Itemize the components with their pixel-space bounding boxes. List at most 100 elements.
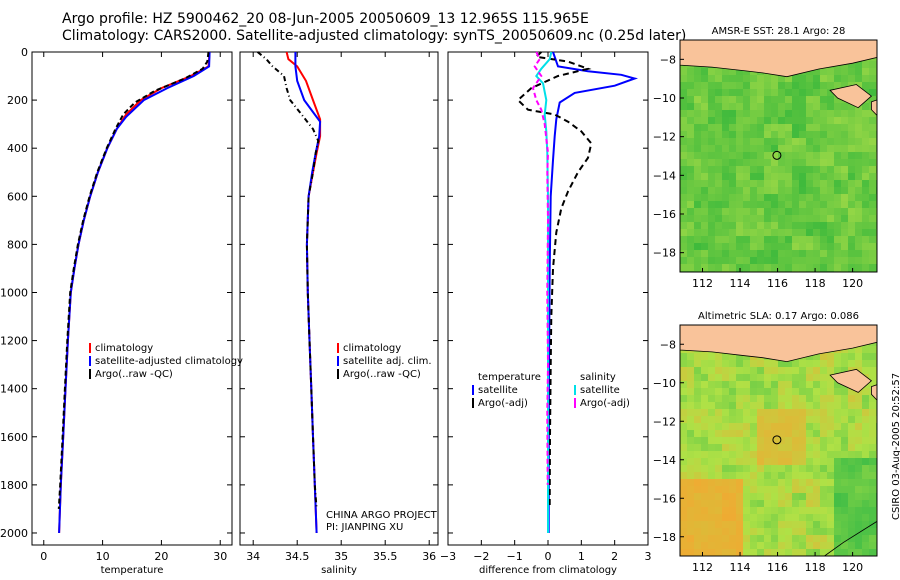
heat-cell [729, 430, 737, 438]
heat-cell [841, 542, 849, 550]
heat-cell [778, 159, 786, 167]
heat-cell [855, 159, 863, 167]
heat-cell [813, 507, 821, 515]
heat-cell [715, 194, 723, 202]
heat-cell [855, 521, 863, 529]
heat-cell [806, 117, 814, 125]
heat-cell [722, 486, 730, 494]
heat-cell [729, 542, 737, 550]
heat-cell [701, 110, 709, 118]
heat-cell [708, 416, 716, 424]
heat-cell [862, 423, 870, 431]
heat-cell [778, 409, 786, 417]
heat-cell [869, 395, 877, 403]
heat-cell [743, 257, 751, 265]
heat-cell [827, 229, 835, 237]
heat-cell [701, 201, 709, 209]
heat-cell [771, 493, 779, 501]
heat-cell [834, 493, 842, 501]
heat-cell [827, 250, 835, 258]
heat-cell [841, 409, 849, 417]
heat-cell [827, 549, 835, 557]
heat-cell [848, 117, 856, 125]
heat-cell [841, 194, 849, 202]
heat-cell [841, 514, 849, 522]
heat-cell [862, 131, 870, 139]
heat-cell [848, 346, 856, 354]
heat-cell [841, 507, 849, 515]
heat-cell [771, 381, 779, 389]
heat-cell [680, 166, 688, 174]
heat-cell [729, 194, 737, 202]
heat-cell [771, 486, 779, 494]
heat-cell [764, 257, 772, 265]
heat-cell [785, 243, 793, 251]
heat-cell [799, 549, 807, 557]
heat-cell [855, 416, 863, 424]
heat-cell [722, 145, 730, 153]
heat-cell [827, 409, 835, 417]
heat-cell [834, 444, 842, 452]
heat-cell [708, 110, 716, 118]
heat-cell [827, 187, 835, 195]
y-tick-label: 1400 [0, 383, 28, 396]
heat-cell [848, 549, 856, 557]
heat-cell [771, 465, 779, 473]
heat-cell [855, 535, 863, 543]
heat-cell [848, 409, 856, 417]
heat-cell [813, 145, 821, 153]
heat-cell [827, 138, 835, 146]
heat-cell [820, 528, 828, 536]
heat-cell [757, 465, 765, 473]
heat-cell [701, 131, 709, 139]
heat-cell [771, 395, 779, 403]
heat-cell [827, 194, 835, 202]
heat-cell [862, 542, 870, 550]
heat-cell [715, 103, 723, 111]
heat-cell [694, 229, 702, 237]
heat-cell [834, 117, 842, 125]
heat-cell [694, 500, 702, 508]
heat-cell [848, 423, 856, 431]
heat-cell [820, 166, 828, 174]
heat-cell [743, 402, 751, 410]
heat-cell [708, 409, 716, 417]
heat-cell [834, 243, 842, 251]
heat-cell [799, 388, 807, 396]
heat-cell [771, 96, 779, 104]
heat-cell [855, 549, 863, 557]
legend-label: Argo(-adj) [580, 398, 630, 409]
heat-cell [806, 409, 814, 417]
heat-cell [848, 236, 856, 244]
heat-cell [694, 374, 702, 382]
heat-cell [736, 166, 744, 174]
heat-cell [729, 173, 737, 181]
heat-cell [687, 500, 695, 508]
heat-cell [687, 152, 695, 160]
heat-cell [750, 138, 758, 146]
heat-cell [841, 68, 849, 76]
heat-cell [757, 131, 765, 139]
heat-cell [785, 500, 793, 508]
heat-cell [799, 423, 807, 431]
legend-label: Argo(-adj) [478, 398, 528, 409]
heat-cell [869, 479, 877, 487]
heat-cell [687, 472, 695, 480]
heat-cell [820, 542, 828, 550]
heat-cell [869, 138, 877, 146]
heat-cell [785, 367, 793, 375]
heat-cell [785, 229, 793, 237]
heat-cell [743, 131, 751, 139]
heat-cell [820, 131, 828, 139]
heat-cell [778, 166, 786, 174]
heat-cell [750, 82, 758, 90]
heat-cell [813, 215, 821, 223]
heat-cell [869, 353, 877, 361]
heat-cell [771, 159, 779, 167]
heat-cell [764, 159, 772, 167]
heat-cell [757, 166, 765, 174]
heat-cell [680, 353, 688, 361]
heat-cell [813, 124, 821, 132]
heat-cell [869, 451, 877, 459]
heat-cell [848, 159, 856, 167]
